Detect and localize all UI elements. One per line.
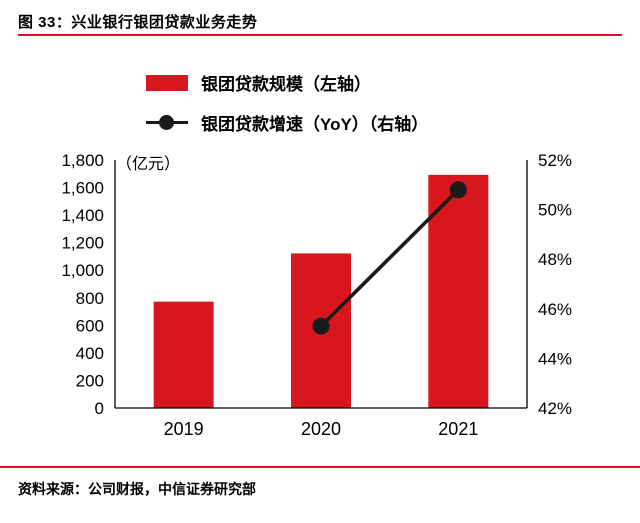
- left-axis-tick-label: 1,800: [61, 151, 104, 170]
- x-axis-category-label: 2020: [301, 419, 341, 439]
- legend-item-line-series: 银团贷款增速（YoY）（右轴）: [146, 110, 428, 135]
- right-axis-tick-label: 52%: [538, 151, 572, 170]
- left-axis-tick-label: 1,400: [61, 206, 104, 225]
- trend-point: [312, 317, 330, 335]
- left-axis-unit-label: （亿元）: [116, 156, 181, 173]
- trend-line: [319, 188, 460, 328]
- left-axis-tick-label: 400: [76, 344, 104, 363]
- line-swatch-dot: [159, 115, 174, 130]
- left-axis-tick-label: 1,200: [61, 234, 104, 253]
- line-marker-swatch-icon: [146, 114, 188, 131]
- left-axis-tick-label: 1,000: [61, 261, 104, 280]
- left-axis-tick-label: 200: [76, 371, 104, 390]
- bar-swatch-icon: [146, 74, 188, 91]
- x-axis-category-label: 2021: [438, 419, 478, 439]
- right-axis-tick-label: 46%: [538, 300, 572, 319]
- left-axis-tick-label: 0: [95, 399, 104, 418]
- figure-title: 图 33：兴业银行银团贷款业务走势: [18, 14, 258, 31]
- chart-plot-area: 1,800 1,600 1,400 1,200 1,000 800 600 400 200 0 52…: [61, 151, 572, 439]
- legend-label-bar-series: 银团贷款规模（左轴）: [201, 75, 371, 94]
- source-note: 资料来源：公司财报，中信证券研究部: [18, 481, 256, 497]
- bar-2019: [153, 301, 214, 408]
- left-axis-tick-label: 800: [76, 289, 104, 308]
- legend-label-line-series: 银团贷款增速（YoY）（右轴）: [201, 115, 429, 134]
- left-axis-tick-label: 600: [76, 316, 104, 335]
- legend-item-bar-series: 银团贷款规模（左轴）: [146, 70, 428, 95]
- footer-divider: [0, 466, 640, 468]
- right-axis-tick-label: 50%: [538, 201, 572, 220]
- title-divider: [18, 34, 622, 36]
- right-axis-tick-label: 48%: [538, 250, 572, 269]
- right-axis-tick-label: 44%: [538, 349, 572, 368]
- right-axis-tick-label: 42%: [538, 399, 572, 418]
- left-axis-tick-label: 1,600: [61, 179, 104, 198]
- bar-2021: [428, 174, 489, 408]
- x-axis-category-label: 2019: [164, 419, 204, 439]
- trend-point: [449, 181, 467, 199]
- chart-legend: 银团贷款规模（左轴） 银团贷款增速（YoY）（右轴）: [146, 70, 428, 135]
